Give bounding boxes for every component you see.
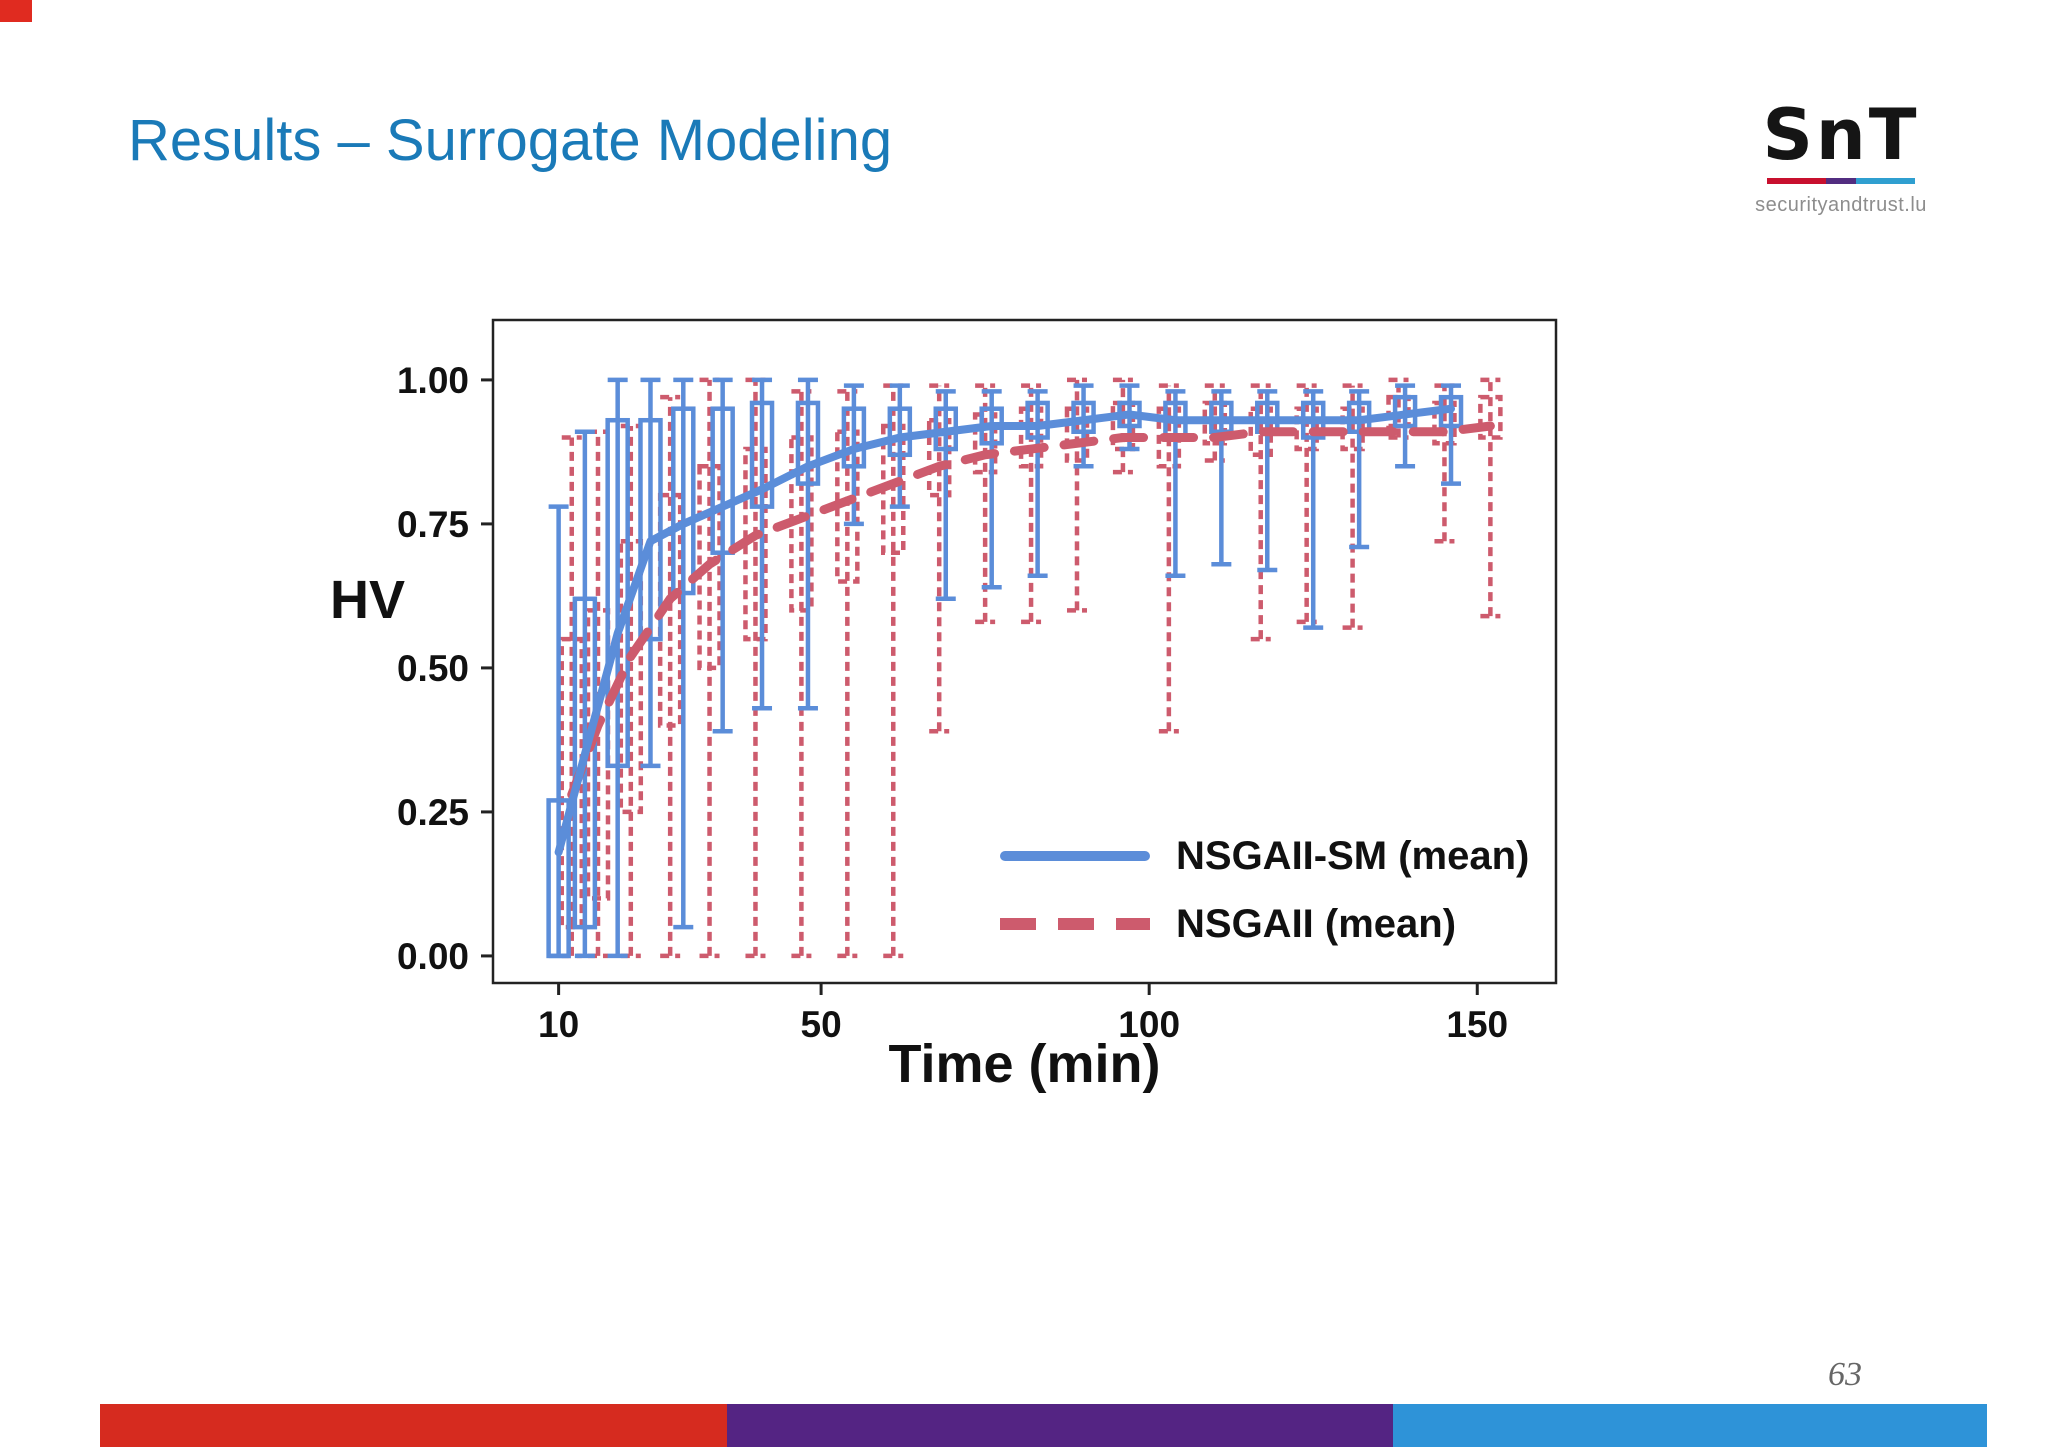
hv-chart: 0.00 0.25 0.50 0.75 1.00 10 50 100 150 HV Time (mi… <box>310 300 1590 1140</box>
corner-accent <box>0 0 32 22</box>
plot-border <box>491 318 1558 985</box>
footer-bar <box>100 1404 1987 1447</box>
y-tick-label: 0.75 <box>397 504 469 545</box>
error-bar <box>618 538 644 815</box>
error-bar <box>657 492 683 728</box>
legend-line-dashed-icon <box>1000 918 1150 930</box>
footer-bar-segment-blue <box>1393 1404 1987 1447</box>
y-tick-label: 0.25 <box>397 792 469 833</box>
legend-line-solid-icon <box>1000 851 1150 861</box>
error-bar <box>749 400 775 509</box>
error-bar <box>1248 406 1273 458</box>
logo-bar-segment-red <box>1767 178 1827 184</box>
logo-bar-segment-purple <box>1826 178 1856 184</box>
footer-bar-segment-purple <box>727 1404 1393 1447</box>
y-tick-label: 0.00 <box>397 936 469 977</box>
error-bar <box>789 435 814 613</box>
error-bar <box>671 406 696 596</box>
error-bar <box>1025 400 1050 440</box>
error-bar <box>926 417 952 498</box>
footer-bar-segment-red <box>100 1404 727 1447</box>
slide-title: Results – Surrogate Modeling <box>128 107 893 173</box>
logo-bar <box>1767 178 1915 184</box>
error-bar <box>835 429 860 584</box>
snt-logo-text: SnT <box>1762 94 1920 176</box>
error-bar <box>546 798 571 959</box>
page-number: 63 <box>1828 1356 1862 1393</box>
error-bar <box>1064 406 1090 463</box>
error-bar <box>697 464 722 671</box>
chart-legend: NSGAII-SM (mean) NSGAII (mean) <box>1000 832 1529 948</box>
mean-line <box>554 404 1456 857</box>
snt-logo: SnT securityandtrust.lu <box>1736 100 1946 217</box>
mean-line <box>567 421 1495 800</box>
legend-item-nsgaii: NSGAII (mean) <box>1000 900 1529 948</box>
error-bar <box>605 417 630 769</box>
x-axis-label: Time (min) <box>888 1034 1160 1094</box>
error-bar <box>841 406 867 469</box>
hv-chart-svg: 0.00 0.25 0.50 0.75 1.00 10 50 100 150 HV Time (mi… <box>330 318 1558 1094</box>
x-tick-label: 100 <box>1118 1004 1180 1045</box>
y-tick-label: 1.00 <box>397 360 469 401</box>
x-tick-label: 150 <box>1446 1004 1508 1045</box>
error-bar <box>638 417 663 642</box>
x-tick-label: 10 <box>538 1004 579 1045</box>
x-tick-label: 50 <box>801 1004 842 1045</box>
legend-label: NSGAII-SM (mean) <box>1176 833 1530 878</box>
logo-subtitle: securityandtrust.lu <box>1755 194 1927 216</box>
error-bar <box>710 406 735 555</box>
error-bar <box>559 636 584 930</box>
error-bar <box>572 596 598 930</box>
y-axis-label: HV <box>330 570 405 630</box>
logo-bar-segment-blue <box>1855 178 1915 184</box>
legend-item-nsgaii-sm: NSGAII-SM (mean) <box>1000 832 1529 880</box>
legend-label: NSGAII (mean) <box>1176 901 1457 946</box>
y-tick-label: 0.50 <box>397 648 469 689</box>
error-bar <box>795 400 821 486</box>
error-bar <box>887 406 913 458</box>
